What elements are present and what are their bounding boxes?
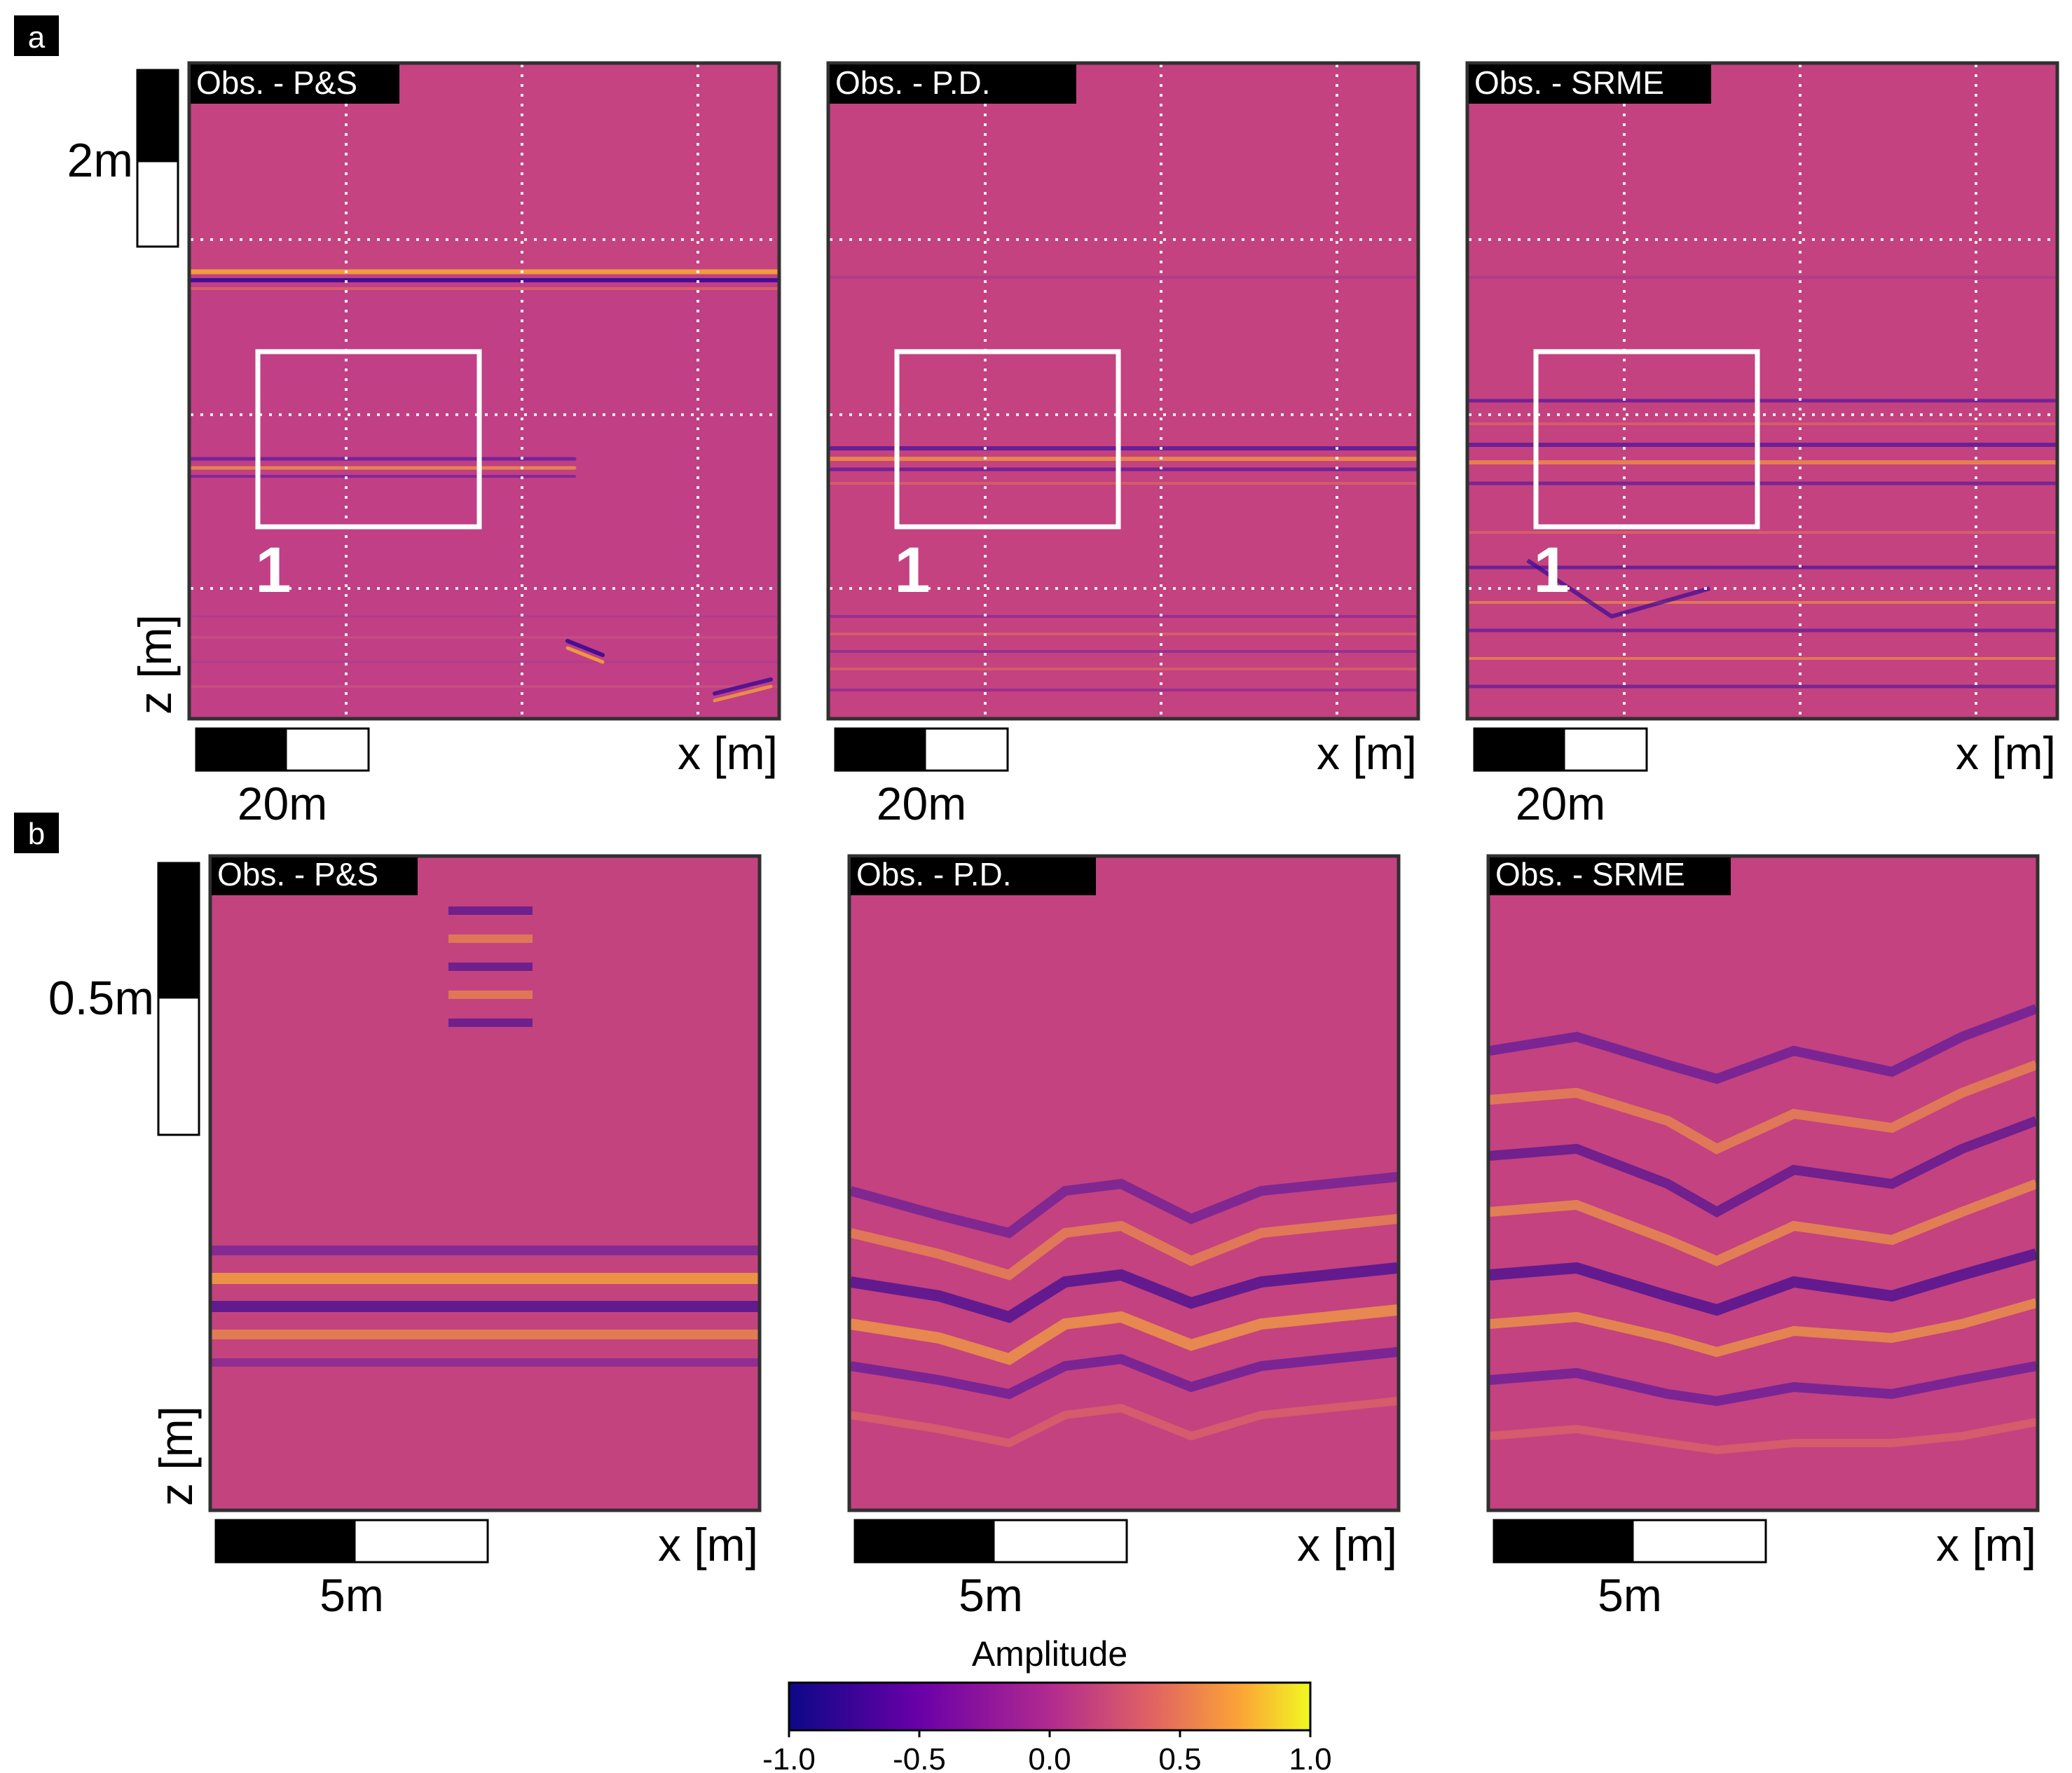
subplot-title: Obs. - P.D. bbox=[835, 64, 991, 101]
panel-letter-a: a bbox=[28, 20, 46, 55]
x-scale-label: 5m bbox=[320, 1569, 384, 1621]
colorbar-label: Amplitude bbox=[972, 1634, 1127, 1674]
x-axis-label: x [m] bbox=[658, 1519, 758, 1571]
x-axis-label: x [m] bbox=[1936, 1519, 2036, 1571]
zoom-box bbox=[894, 349, 1121, 530]
subplot-title: Obs. - SRME bbox=[1495, 856, 1685, 892]
subplot-title: Obs. - P&S bbox=[217, 856, 378, 892]
colorbar-ticks: -1.0 -0.5 0.0 0.5 1.0 bbox=[762, 1730, 1332, 1773]
colorbar-tick-label: 1.0 bbox=[1289, 1742, 1331, 1773]
colorbar-tick-label: 0.5 bbox=[1158, 1742, 1201, 1773]
colorbar-tick-label: -1.0 bbox=[762, 1742, 816, 1773]
zoom-box-label: 1 bbox=[255, 534, 291, 606]
colorbar: Amplitude -1.0 -0.5 0.0 0.5 1.0 bbox=[762, 1634, 1332, 1773]
subplot-a3: 1 Obs. - SRME 20m x [m] bbox=[1465, 61, 2059, 829]
panel-a: a 2m z [m] bbox=[14, 15, 2059, 829]
panel-b: b 0.5m z [m] Obs. - P&S bbox=[14, 813, 2040, 1621]
z-scale-bar-b bbox=[157, 862, 200, 1136]
z-scale-bar-a bbox=[136, 69, 179, 248]
x-axis-label: x [m] bbox=[1956, 727, 2056, 779]
z-scale-label-a: 2m bbox=[67, 134, 133, 187]
x-axis-label: x [m] bbox=[1317, 727, 1417, 779]
x-scale-label: 20m bbox=[238, 778, 327, 829]
colorbar-tick-label: 0.0 bbox=[1028, 1742, 1071, 1773]
zoom-box-label: 1 bbox=[894, 534, 930, 606]
subplot-title: Obs. - SRME bbox=[1474, 64, 1664, 101]
z-axis-label-b: z [m] bbox=[150, 1406, 202, 1506]
subplot-b2: Obs. - P.D. 5m x [m] bbox=[847, 854, 1401, 1621]
seismic-image bbox=[210, 856, 760, 1510]
seismic-image bbox=[1467, 63, 2057, 719]
zoom-box-label: 1 bbox=[1533, 534, 1569, 606]
panel-letter-b: b bbox=[28, 817, 45, 851]
z-scale-label-b: 0.5m bbox=[48, 972, 154, 1025]
z-axis-label-a: z [m] bbox=[129, 614, 181, 715]
subplot-a1: 1 Obs. - P&S 20m x [m] bbox=[187, 61, 781, 829]
colorbar-gradient bbox=[788, 1681, 1312, 1732]
x-axis-label: x [m] bbox=[1297, 1519, 1397, 1571]
subplot-title: Obs. - P&S bbox=[196, 64, 357, 101]
x-scale-label: 20m bbox=[1516, 778, 1605, 829]
zoom-box bbox=[1533, 349, 1760, 530]
colorbar-tick-label: -0.5 bbox=[893, 1742, 946, 1773]
subplot-a2: 1 Obs. - P.D. 20m x [m] bbox=[826, 61, 1420, 829]
seismic-image bbox=[828, 63, 1418, 719]
x-axis-label: x [m] bbox=[678, 727, 778, 779]
subplot-b3: Obs. - SRME 5m x [m] bbox=[1486, 854, 2040, 1621]
subplot-b1: Obs. - P&S 5m x [m] bbox=[208, 854, 762, 1621]
x-scale-label: 5m bbox=[1598, 1569, 1662, 1621]
subplot-title: Obs. - P.D. bbox=[856, 856, 1012, 892]
x-scale-label: 20m bbox=[877, 778, 966, 829]
x-scale-label: 5m bbox=[959, 1569, 1023, 1621]
zoom-box bbox=[255, 349, 482, 530]
